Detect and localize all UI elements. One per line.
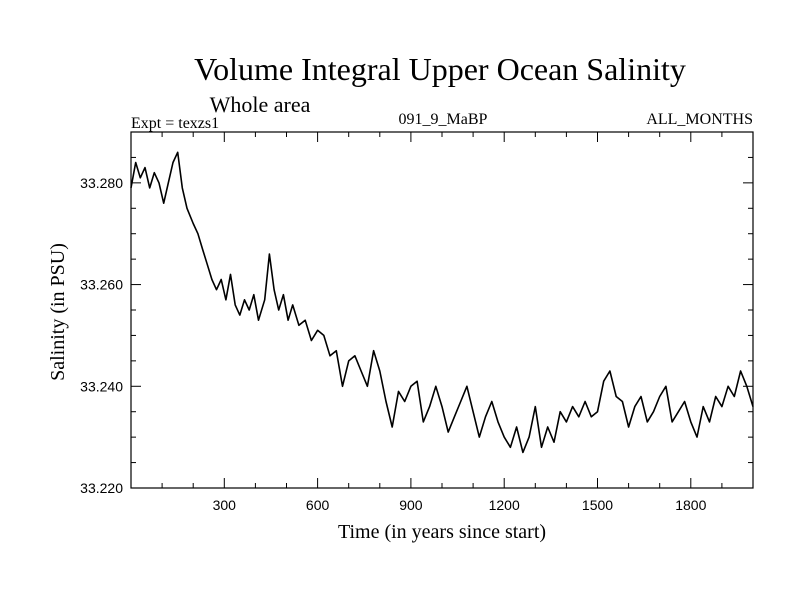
salinity-series-line [130, 151, 754, 454]
chart-subtitle: Whole area [210, 92, 311, 117]
y-tick-label: 33.280 [80, 175, 123, 191]
y-tick-label: 33.240 [80, 378, 123, 394]
run-id-label: 091_9_MaBP [399, 111, 488, 128]
x-axis-label: Time (in years since start) [338, 521, 546, 543]
y-tick-label: 33.220 [80, 480, 123, 496]
x-tick-label: 1800 [675, 497, 706, 513]
x-axis: 300 600 900 1200 1500 1800 [161, 132, 723, 513]
x-tick-label: 1200 [489, 497, 520, 513]
x-tick-label: 300 [213, 497, 237, 513]
x-tick-label: 1500 [582, 497, 613, 513]
y-axis-label: Salinity (in PSU) [47, 243, 69, 381]
y-tick-label: 33.260 [80, 277, 123, 293]
months-label: ALL_MONTHS [646, 111, 753, 128]
chart-title: Volume Integral Upper Ocean Salinity [194, 51, 686, 87]
plot-frame [130, 131, 754, 489]
x-tick-label: 600 [306, 497, 330, 513]
x-tick-label: 900 [399, 497, 423, 513]
y-axis: 33.220 33.240 33.260 33.280 [80, 131, 753, 496]
experiment-label: Expt = texzs1 [131, 115, 219, 132]
